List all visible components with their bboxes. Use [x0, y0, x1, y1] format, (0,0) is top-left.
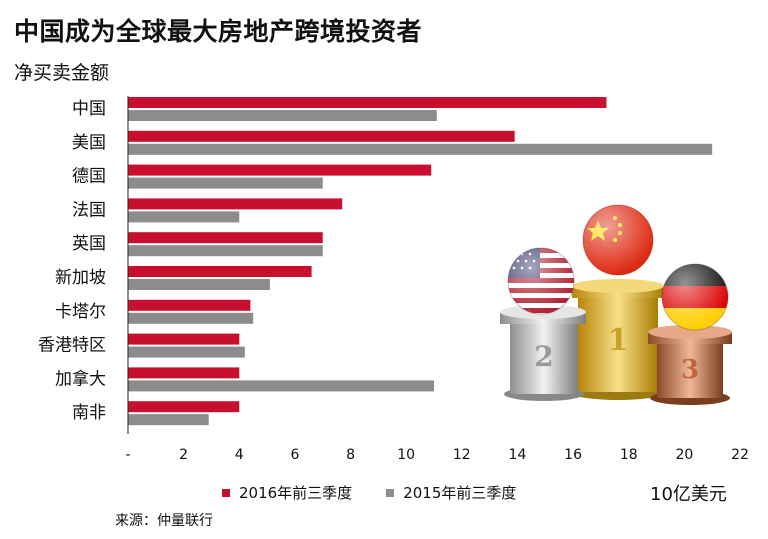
x-tick-label: -	[125, 447, 130, 463]
bar-2015-6	[128, 312, 254, 324]
x-tick-label: 4	[235, 447, 244, 463]
category-label: 中国	[72, 99, 106, 119]
x-tick-label: 6	[290, 447, 299, 463]
podium-number-3: 3	[681, 355, 699, 385]
x-tick-label: 10	[397, 447, 415, 463]
legend-swatch-2015	[386, 488, 395, 497]
chart-subtitle: 净买卖金额	[14, 62, 110, 84]
unit-label: 10亿美元	[650, 484, 727, 505]
legend-label-2016: 2016年前三季度	[239, 484, 353, 502]
china-flag-ball-icon	[582, 204, 654, 276]
category-label: 德国	[72, 167, 106, 187]
podium-number-1: 1	[608, 323, 629, 358]
bar-2015-0	[128, 110, 437, 121]
bar-2015-1	[128, 143, 713, 155]
bronze-pedestal: 3	[648, 325, 732, 405]
x-tick-label: 14	[509, 447, 527, 463]
x-tick-label: 22	[731, 447, 749, 463]
category-label: 南非	[72, 403, 106, 423]
x-tick-label: 12	[453, 447, 471, 463]
bar-2016-9	[128, 401, 240, 413]
bar-2015-2	[128, 177, 323, 189]
x-tick-label: 16	[564, 447, 582, 463]
bar-2015-4	[128, 245, 323, 257]
x-tick-label: 2	[179, 447, 188, 463]
podium-illustration: 1 2 3	[500, 204, 732, 405]
bar-2015-9	[128, 414, 209, 426]
category-label: 法国	[72, 200, 106, 220]
gold-pedestal: 1	[570, 279, 666, 400]
legend-item-2015: 2015年前三季度	[386, 482, 516, 503]
x-axis-tick-labels: - 2 4 6 8 10 12 14 16 18 20 22	[125, 447, 748, 463]
source-note: 来源：仲量联行	[115, 513, 213, 529]
category-label: 加拿大	[55, 368, 106, 389]
x-tick-label: 18	[620, 447, 638, 463]
x-tick-label: 20	[675, 447, 693, 463]
bar-2015-5	[128, 279, 270, 290]
bar-2016-0	[128, 97, 607, 108]
bar-2016-6	[128, 299, 251, 311]
chart-legend: 2016年前三季度 2015年前三季度	[222, 482, 550, 503]
category-label: 英国	[72, 234, 106, 254]
legend-item-2016: 2016年前三季度	[222, 482, 352, 503]
bar-2016-8	[128, 367, 240, 379]
bar-2016-1	[128, 130, 515, 142]
category-label: 香港特区	[38, 336, 106, 356]
silver-pedestal: 2	[500, 305, 586, 401]
usa-flag-ball-icon	[507, 247, 575, 315]
bars-group	[128, 97, 713, 426]
bar-2016-5	[128, 266, 312, 277]
legend-label-2015: 2015年前三季度	[403, 484, 517, 502]
category-label: 新加坡	[55, 268, 106, 288]
bar-2015-7	[128, 346, 245, 358]
bar-2016-7	[128, 333, 240, 345]
chart-title: 中国成为全球最大房地产跨境投资者	[14, 17, 423, 46]
category-label: 卡塔尔	[55, 302, 106, 322]
bar-2015-3	[128, 211, 240, 223]
bar-2016-4	[128, 232, 323, 244]
podium-number-2: 2	[534, 340, 553, 373]
bar-2015-8	[128, 380, 434, 392]
legend-swatch-2016	[222, 488, 230, 497]
category-label: 美国	[72, 133, 106, 153]
bar-2016-2	[128, 164, 432, 176]
x-tick-label: 8	[346, 447, 355, 463]
bar-2016-3	[128, 198, 343, 210]
germany-flag-ball-icon	[661, 263, 729, 331]
